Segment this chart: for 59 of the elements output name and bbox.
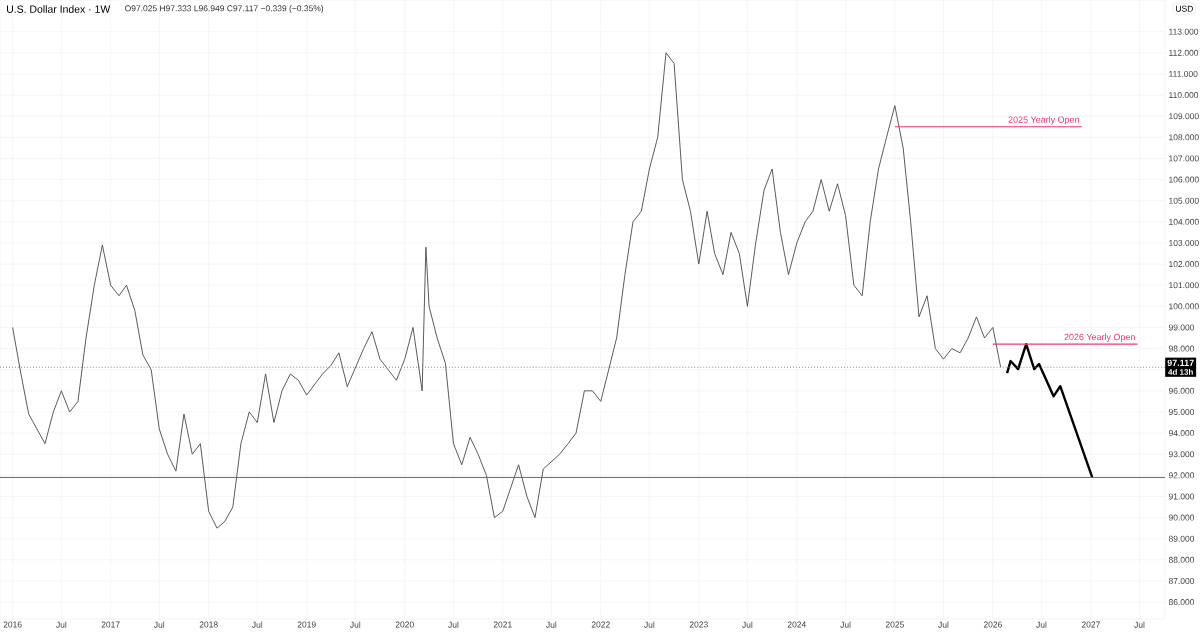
y-tick-label: 106.000: [1169, 176, 1199, 183]
y-tick-label: 92.000: [1168, 472, 1195, 479]
line-series: [1005, 342, 1094, 479]
x-tick-label: Jul: [153, 621, 165, 628]
text: USD: [1176, 5, 1193, 12]
x-tick-label: Jul: [546, 621, 557, 628]
x-tick-label: Jul: [448, 621, 459, 628]
y-tick-label: 108.000: [1169, 134, 1199, 141]
y-tick-label: 112.000: [1169, 49, 1199, 56]
x-tick-label: 2026: [983, 621, 1002, 628]
x-tick-label: 2019: [297, 621, 316, 628]
x-tick-label: Jul: [1134, 621, 1145, 628]
y-tick-label: 107.000: [1169, 155, 1199, 162]
ref-line-label: 97.117: [1167, 359, 1194, 366]
x-tick-label: Jul: [938, 621, 949, 628]
y-tick-label: 102.000: [1169, 261, 1199, 268]
x-tick-label: 2017: [101, 621, 120, 628]
y-tick-label: 88.000: [1168, 556, 1195, 563]
x-tick-label: Jul: [644, 621, 655, 628]
y-tick-label: 87.000: [1168, 577, 1195, 584]
y-tick-label: 91.000: [1168, 493, 1195, 500]
y-tick-label: 89.000: [1168, 535, 1195, 542]
series-label: 2026 Yearly Open: [1064, 333, 1135, 342]
line-series: [12, 52, 1002, 529]
x-tick-label: 2023: [689, 621, 708, 628]
y-tick-label: 99.000: [1168, 324, 1195, 331]
y-tick-label: 104.000: [1169, 218, 1199, 225]
x-tick-label: 2024: [787, 621, 806, 628]
y-tick-label: 113.000: [1169, 28, 1199, 35]
y-tick-label: 109.000: [1169, 113, 1199, 120]
y-tick-label: 86.000: [1168, 599, 1195, 606]
y-tick-label: 111.000: [1169, 70, 1198, 77]
y-tick-label: 94.000: [1168, 430, 1195, 437]
x-tick-label: Jul: [56, 621, 67, 628]
x-tick-label: 2027: [1081, 621, 1100, 628]
y-tick-label: 98.000: [1168, 345, 1195, 352]
x-tick-label: Jul: [840, 621, 851, 628]
x-tick-label: Jul: [1036, 621, 1047, 628]
y-tick-label: 100.000: [1169, 303, 1199, 310]
x-tick-label: Jul: [742, 621, 753, 628]
x-tick-label: 2021: [493, 621, 512, 628]
x-tick-label: Jul: [350, 621, 361, 628]
chart-title: U.S. Dollar Index · 1W: [7, 5, 111, 13]
x-tick-label: 2022: [591, 621, 610, 628]
series-label: 2025 Yearly Open: [1008, 116, 1079, 125]
x-tick-label: 2018: [199, 621, 218, 628]
y-tick-label: 103.000: [1169, 239, 1199, 246]
y-tick-label: 95.000: [1168, 408, 1195, 415]
y-tick-label: 90.000: [1168, 514, 1195, 521]
annotation: O97.025 H97.333 L96.949 C97.117 −0.339 (−0.35%): [125, 5, 324, 13]
y-tick-label: 96.000: [1168, 387, 1195, 394]
y-tick-label: 110.000: [1169, 92, 1199, 99]
y-tick-label: 101.000: [1169, 282, 1199, 289]
x-tick-label: Jul: [251, 621, 263, 628]
y-tick-label: 93.000: [1168, 451, 1195, 458]
x-tick-label: 2016: [3, 621, 22, 628]
x-tick-label: 2025: [885, 621, 904, 628]
x-tick-label: 2020: [395, 621, 414, 628]
y-tick-label: 105.000: [1169, 197, 1199, 204]
